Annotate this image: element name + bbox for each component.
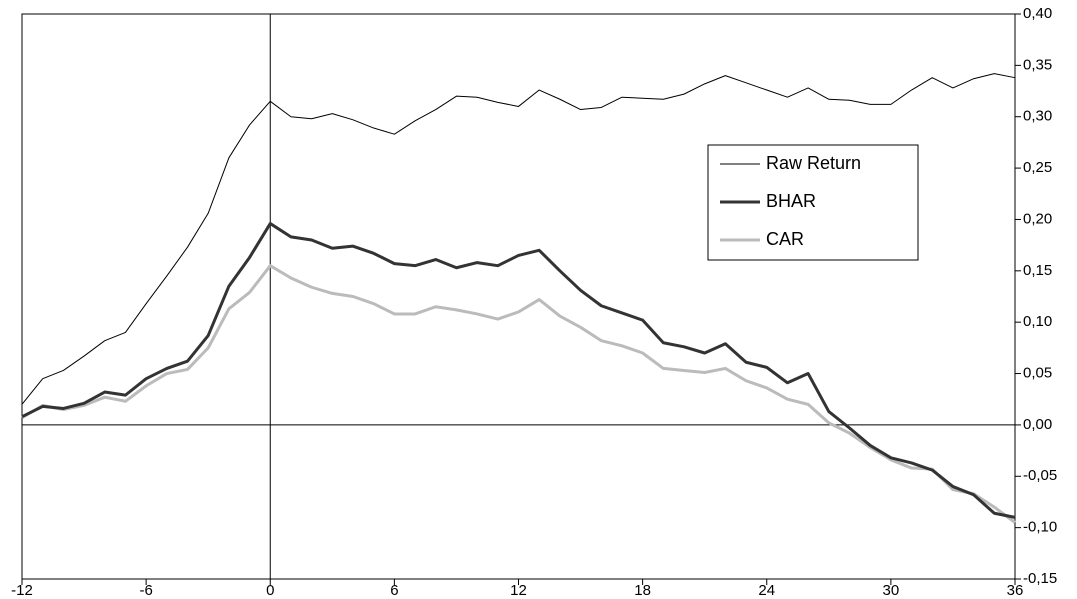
y-tick-label: -0,05 (1023, 467, 1057, 484)
x-tick-label: -12 (11, 582, 33, 599)
x-tick-label: 6 (390, 582, 398, 599)
x-tick-label: 18 (634, 582, 651, 599)
x-tick-label: 0 (266, 582, 274, 599)
y-tick-label: 0,35 (1023, 56, 1052, 73)
legend-label: BHAR (766, 191, 816, 211)
y-tick-label: 0,00 (1023, 416, 1052, 433)
y-tick-label: -0,15 (1023, 570, 1057, 587)
series-line (21, 222, 1016, 519)
y-tick-label: -0,10 (1023, 519, 1057, 536)
legend: Raw Return BHAR CAR (707, 144, 919, 261)
plot-frame (21, 13, 1016, 580)
y-tick-label: 0,05 (1023, 365, 1052, 382)
series-line (21, 264, 1016, 524)
y-tick-label: 0,40 (1023, 5, 1052, 22)
y-tick-label: 0,30 (1023, 108, 1052, 125)
x-tick-label: 24 (758, 582, 775, 599)
x-tick-label: 30 (883, 582, 900, 599)
x-tick-label: 12 (510, 582, 527, 599)
x-tick-label: 36 (1007, 582, 1024, 599)
y-tick-label: 0,10 (1023, 313, 1052, 330)
y-tick-label: 0,20 (1023, 210, 1052, 227)
y-tick-label: 0,25 (1023, 159, 1052, 176)
legend-label: CAR (766, 229, 804, 249)
legend-label: Raw Return (766, 153, 861, 173)
x-tick-label: -6 (139, 582, 152, 599)
series-line (21, 73, 1016, 405)
y-tick-label: 0,15 (1023, 262, 1052, 279)
